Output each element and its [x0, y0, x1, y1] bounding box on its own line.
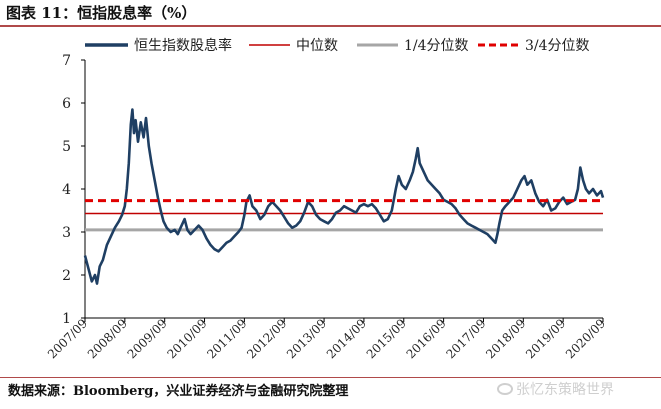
source-rule — [0, 377, 661, 378]
legend: 恒生指数股息率 中位数 1/4分位数 3/4分位数 — [85, 37, 590, 54]
x-tick-label: 2017/09 — [443, 316, 488, 361]
axes: 12345672007/092008/092009/092010/092011/… — [45, 53, 608, 361]
wechat-icon — [497, 383, 513, 395]
figure-title: 图表 11：恒指股息率（%） — [6, 4, 197, 22]
x-tick-label: 2019/09 — [523, 316, 568, 361]
legend-label-dividend-yield: 恒生指数股息率 — [134, 37, 232, 54]
y-tick-label: 7 — [62, 53, 71, 69]
legend-label-q1: 1/4分位数 — [404, 38, 469, 54]
y-tick-label: 5 — [62, 139, 71, 155]
x-tick-label: 2008/09 — [85, 316, 130, 361]
series-line-dividend-yield — [83, 108, 605, 285]
x-tick-label: 2015/09 — [364, 316, 409, 361]
reference-lines — [85, 212, 603, 232]
x-tick-label: 2009/09 — [125, 316, 170, 361]
y-tick-label: 3 — [62, 225, 71, 241]
x-tick-label: 2013/09 — [284, 316, 329, 361]
y-tick-label: 2 — [62, 268, 71, 284]
x-tick-label: 2012/09 — [244, 316, 289, 361]
title-rule — [0, 25, 661, 27]
legend-label-q3: 3/4分位数 — [525, 38, 590, 54]
x-tick-label: 2011/09 — [204, 316, 249, 361]
y-tick-label: 4 — [62, 182, 71, 198]
x-tick-label: 2014/09 — [324, 316, 369, 361]
x-tick-label: 2018/09 — [483, 316, 528, 361]
legend-label-median: 中位数 — [296, 38, 338, 54]
x-tick-label: 2010/09 — [165, 316, 210, 361]
watermark: 张忆东策略世界 — [497, 379, 614, 399]
x-tick-label: 2016/09 — [404, 316, 449, 361]
x-tick-label: 2020/09 — [563, 316, 608, 361]
watermark-text: 张忆东策略世界 — [516, 382, 614, 398]
source-note: 数据来源：Bloomberg，兴业证券经济与金融研究院整理 — [8, 384, 349, 399]
dividend-yield-chart: 恒生指数股息率 中位数 1/4分位数 3/4分位数 12345672007/09… — [45, 37, 608, 361]
y-tick-label: 6 — [62, 96, 71, 112]
y-tick-label: 1 — [62, 311, 71, 327]
